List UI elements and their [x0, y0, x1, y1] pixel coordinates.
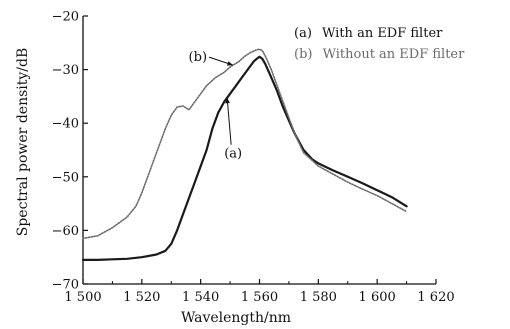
legend: (a) With an EDF filter (b) Without an ED…: [294, 26, 465, 62]
y-tick-label: −40: [52, 117, 79, 132]
series-line-with-edf-filter: [81, 55, 408, 261]
y-tick-label: −70: [52, 278, 79, 293]
annotation-leader-line: [226, 97, 232, 145]
annotation-arrowhead: [225, 97, 230, 104]
y-axis-title: Spectral power density/dB: [15, 48, 31, 237]
y-axis-ticks: −70 −60 −50 −40 −30 −20: [52, 10, 88, 293]
y-tick-label: −20: [52, 10, 79, 25]
annotation-arrowhead: [227, 61, 233, 66]
y-tick-label: −60: [52, 224, 79, 239]
legend-item-b: (b) Without an EDF filter: [294, 47, 465, 62]
annotation-layer: (a) (b): [189, 50, 243, 162]
annotation-label: (b): [189, 50, 207, 65]
x-axis-title: Wavelength/nm: [181, 310, 291, 326]
legend-label-a: With an EDF filter: [322, 26, 443, 41]
series-line-without-edf-filter: [82, 48, 408, 240]
x-tick-label: 1 520: [123, 290, 160, 305]
legend-label-b: Without an EDF filter: [323, 47, 466, 62]
x-tick-label: 1 580: [300, 290, 337, 305]
series-layer: [81, 48, 408, 261]
legend-marker-b: (b): [294, 47, 312, 62]
x-tick-label: 1 620: [417, 290, 454, 305]
x-axis-ticks: 1 500 1 520 1 540 1 560 1 580 1 600 1 620: [64, 279, 455, 305]
legend-item-a: (a) With an EDF filter: [294, 26, 443, 41]
x-tick-label: 1 500: [64, 290, 101, 305]
legend-marker-a: (a): [294, 26, 312, 41]
x-tick-label: 1 560: [241, 290, 278, 305]
x-tick-label: 1 540: [182, 290, 219, 305]
y-tick-label: −30: [52, 63, 79, 78]
y-tick-label: −50: [52, 170, 79, 185]
x-tick-label: 1 600: [359, 290, 396, 305]
annotation-label: (a): [224, 147, 242, 162]
